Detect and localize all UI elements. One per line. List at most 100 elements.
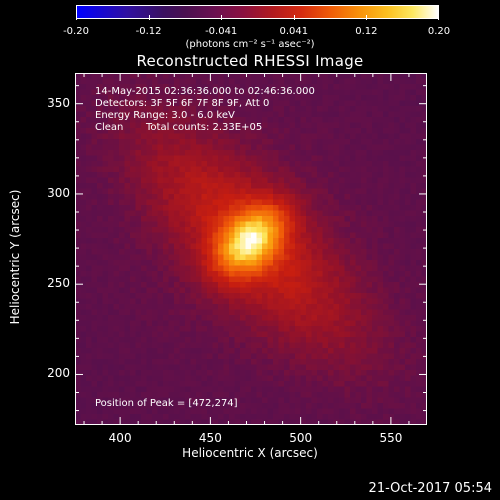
heatmap-cell: [350, 309, 356, 316]
heatmap-cell: [86, 100, 92, 107]
heatmap-cell: [119, 348, 125, 354]
heatmap-cell: [377, 359, 384, 365]
heatmap-cell: [212, 331, 219, 338]
heatmap-cell: [113, 227, 120, 233]
heatmap-cell: [383, 89, 389, 96]
heatmap-cell: [229, 78, 235, 85]
heatmap-cell: [333, 128, 340, 134]
heatmap-cell: [91, 342, 98, 349]
heatmap-cell: [141, 359, 147, 365]
heatmap-cell: [322, 227, 329, 233]
heatmap-cell: [229, 276, 235, 283]
heatmap-cell: [124, 348, 131, 354]
heatmap-cell: [135, 100, 142, 107]
heatmap-cell: [388, 183, 395, 189]
heatmap-cell: [212, 298, 219, 305]
heatmap-cell: [124, 271, 131, 277]
heatmap-cell: [119, 249, 125, 255]
heatmap-cell: [80, 353, 87, 360]
heatmap-cell: [333, 106, 340, 112]
heatmap-cell: [372, 232, 378, 239]
heatmap-cell: [273, 128, 279, 134]
heatmap-cell: [157, 348, 164, 354]
heatmap-cell: [267, 150, 274, 156]
heatmap-cell: [223, 205, 230, 211]
heatmap-cell: [333, 89, 340, 96]
heatmap-cell: [300, 150, 307, 156]
heatmap-cell: [333, 375, 340, 382]
heatmap-cell: [135, 293, 142, 299]
heatmap-cell: [174, 370, 180, 376]
heatmap-cell: [179, 95, 186, 101]
heatmap-cell: [383, 111, 389, 118]
heatmap-cell: [416, 227, 422, 233]
heatmap-cell: [97, 84, 103, 90]
heatmap-cell: [190, 304, 197, 310]
heatmap-cell: [267, 139, 274, 145]
heatmap-cell: [141, 337, 147, 343]
heatmap-cell: [377, 353, 384, 360]
heatmap-cell: [218, 309, 224, 316]
heatmap-cell: [141, 381, 147, 387]
heatmap-cell: [366, 89, 373, 96]
heatmap-cell: [333, 364, 340, 371]
heatmap-cell: [113, 238, 120, 244]
heatmap-cell: [135, 282, 142, 288]
heatmap-cell: [234, 271, 241, 277]
heatmap-cell: [97, 403, 103, 409]
heatmap-cell: [240, 221, 246, 228]
heatmap-cell: [333, 414, 340, 420]
heatmap-cell: [372, 128, 378, 134]
heatmap-cell: [405, 243, 411, 250]
heatmap-cell: [86, 353, 92, 360]
heatmap-cell: [361, 73, 367, 79]
heatmap-cell: [295, 111, 301, 118]
heatmap-cell: [322, 392, 329, 398]
heatmap-cell: [152, 166, 158, 173]
heatmap-cell: [168, 353, 175, 360]
heatmap-cell: [273, 414, 279, 420]
heatmap-cell: [300, 205, 307, 211]
heatmap-cell: [388, 282, 395, 288]
heatmap-cell: [256, 265, 263, 272]
heatmap-cell: [361, 205, 367, 211]
heatmap-cell: [124, 78, 131, 85]
heatmap-cell: [306, 276, 312, 283]
heatmap-cell: [179, 337, 186, 343]
heatmap-cell: [80, 265, 87, 272]
heatmap-cell: [251, 216, 257, 222]
heatmap-cell: [267, 276, 274, 283]
heatmap-cell: [339, 375, 345, 382]
heatmap-cell: [416, 342, 422, 349]
heatmap-cell: [262, 166, 268, 173]
heatmap-cell: [311, 342, 318, 349]
heatmap-cell: [75, 282, 81, 288]
heatmap-cell: [102, 414, 109, 420]
heatmap-cell: [333, 260, 340, 266]
heatmap-cell: [344, 221, 351, 228]
heatmap-cell: [223, 133, 230, 140]
y-tick-label: 250: [47, 276, 70, 291]
heatmap-cell: [223, 342, 230, 349]
heatmap-cell: [91, 364, 98, 371]
heatmap-cell: [234, 155, 241, 162]
heatmap-cell: [333, 331, 340, 338]
heatmap-cell: [366, 243, 373, 250]
colorbar-tick-label: -0.20: [63, 26, 89, 37]
heatmap-cell: [361, 89, 367, 96]
heatmap-cell: [273, 260, 279, 266]
heatmap-cell: [174, 403, 180, 409]
heatmap-cell: [350, 320, 356, 327]
heatmap-cell: [168, 386, 175, 393]
heatmap-cell: [355, 386, 362, 393]
heatmap-cell: [174, 375, 180, 382]
heatmap-cell: [102, 309, 109, 316]
heatmap-cell: [262, 172, 268, 178]
heatmap-cell: [273, 254, 279, 261]
heatmap-cell: [377, 155, 384, 162]
heatmap-cell: [141, 161, 147, 167]
heatmap-cell: [124, 392, 131, 398]
heatmap-cell: [416, 419, 422, 425]
heatmap-cell: [179, 265, 186, 272]
heatmap-cell: [284, 353, 290, 360]
